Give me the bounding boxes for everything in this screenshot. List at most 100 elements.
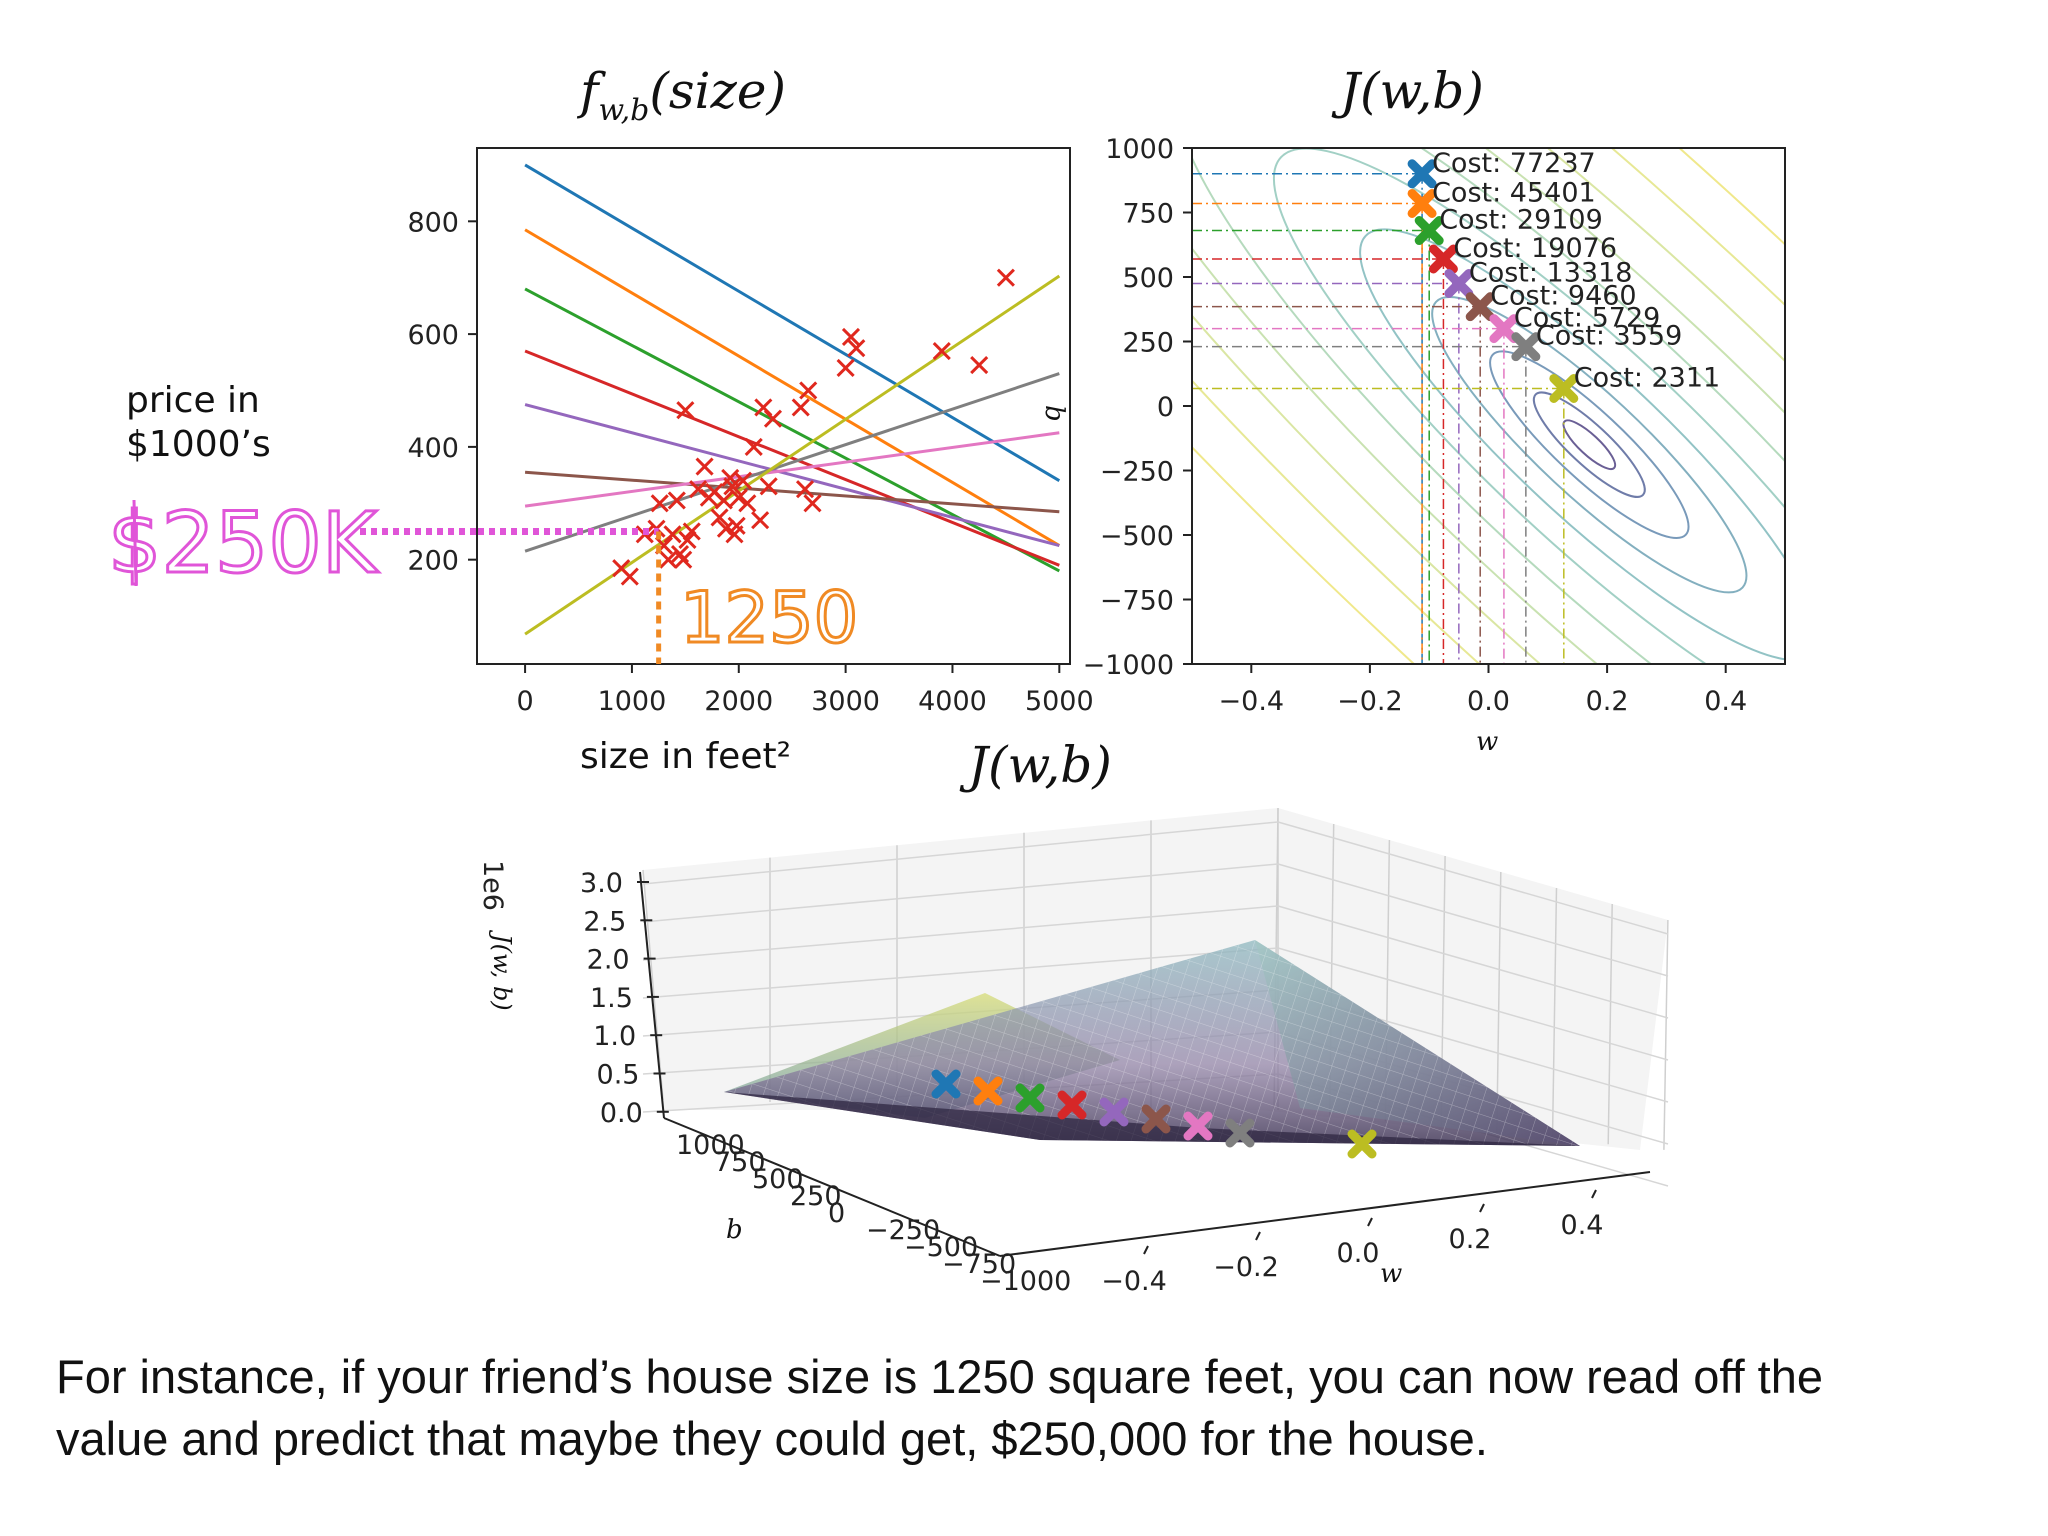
z-tick-label: 3.0 xyxy=(580,868,623,899)
y-tick-label: −500 xyxy=(1100,521,1174,552)
data-point xyxy=(799,381,818,400)
model-line xyxy=(524,163,1061,483)
descent-step-marker xyxy=(1428,244,1458,274)
x-tick-label: 0.4 xyxy=(1704,686,1747,717)
data-point xyxy=(650,494,669,513)
data-point xyxy=(676,401,695,420)
data-point xyxy=(751,511,770,530)
y-tick-label: −1000 xyxy=(1083,650,1174,681)
data-point xyxy=(803,494,822,513)
y-tick-label: 200 xyxy=(407,546,459,577)
z-tick-label: 1.5 xyxy=(590,983,633,1014)
descent-step-marker xyxy=(1549,373,1579,403)
surface-step-marker xyxy=(931,1069,961,1099)
data-point xyxy=(733,471,753,490)
data-point xyxy=(795,480,815,499)
cost-contour xyxy=(1489,350,1690,540)
data-point xyxy=(723,477,742,496)
surface-dark-floor xyxy=(724,1092,1580,1146)
model-line xyxy=(524,470,1060,514)
x-tick-label: 0.0 xyxy=(1467,686,1510,717)
surface-step-marker xyxy=(1183,1111,1213,1141)
cost-label: Cost: 2311 xyxy=(1574,362,1720,393)
cost-contour xyxy=(1192,148,1785,664)
w-tick-label: 0.0 xyxy=(1337,1238,1380,1269)
b-tick-label: 1000 xyxy=(676,1130,745,1161)
surface-step-marker xyxy=(973,1076,1003,1106)
cost-contour xyxy=(1431,296,1748,594)
pane-gridline xyxy=(642,905,1279,961)
surface-title: J(w,b) xyxy=(959,736,1112,794)
cost-contour xyxy=(1359,228,1785,662)
b-tick-label: −750 xyxy=(942,1249,1016,1280)
cost-label: Cost: 13318 xyxy=(1469,257,1633,288)
surface-step-marker xyxy=(1225,1118,1255,1148)
pane-gridline xyxy=(1277,905,1669,1019)
b-tick-label: 500 xyxy=(752,1164,804,1195)
surface-zlabel: J(w, b) xyxy=(488,929,516,1011)
left-plot-area xyxy=(524,163,1061,636)
y-tick-label: 0 xyxy=(1157,392,1174,423)
data-point xyxy=(682,522,701,541)
data-point xyxy=(996,268,1015,287)
data-point xyxy=(674,550,693,569)
z-tick-label: 1.0 xyxy=(593,1021,636,1052)
cost-contour xyxy=(1192,148,1785,664)
w-tick xyxy=(1255,1231,1261,1241)
data-point xyxy=(791,398,810,417)
pane-gridline xyxy=(1663,919,1669,1150)
surface-descent-path xyxy=(931,1069,1377,1159)
data-point xyxy=(663,525,682,544)
cost-contour xyxy=(1272,148,1785,664)
cost-label: Cost: 45401 xyxy=(1432,177,1596,208)
surface-blabel: b xyxy=(726,1215,743,1245)
data-point xyxy=(620,567,639,586)
cost-contour xyxy=(1192,148,1785,664)
w-tick xyxy=(1367,1217,1373,1227)
pane-gridline xyxy=(642,821,1279,885)
descent-step-marker xyxy=(1465,292,1495,322)
model-line xyxy=(524,431,1060,508)
z-tick-label: 2.0 xyxy=(587,945,630,976)
z-tick-label: 0.0 xyxy=(600,1098,643,1129)
left-ylabel-line2: $1000’s xyxy=(126,424,271,465)
data-point xyxy=(847,339,866,358)
caption: For instance, if your friend’s house siz… xyxy=(56,1346,2016,1470)
y-tick-label: 250 xyxy=(1122,328,1174,359)
x-tick-label: 0.2 xyxy=(1586,686,1629,717)
surface-step-marker xyxy=(1057,1090,1087,1120)
surface-step-marker xyxy=(1141,1104,1171,1134)
b-tick-label: 750 xyxy=(714,1147,766,1178)
data-point xyxy=(695,457,714,476)
x-tick-label: 2000 xyxy=(704,686,773,717)
caption-line-2: value and predict that maybe they could … xyxy=(56,1412,1488,1465)
surface-step-marker xyxy=(1347,1129,1377,1159)
y-tick-label: 800 xyxy=(407,207,459,238)
caption-line-1: For instance, if your friend’s house siz… xyxy=(56,1350,1824,1403)
y-tick-label: 500 xyxy=(1122,263,1174,294)
pane-gridline xyxy=(1496,871,1502,1133)
pane-gridline xyxy=(1277,947,1669,1061)
pane-gridline xyxy=(642,863,1279,923)
b-axis xyxy=(663,1117,1001,1257)
surface-step-marker xyxy=(1099,1097,1129,1127)
y-tick-label: 1000 xyxy=(1105,134,1174,165)
data-point xyxy=(714,491,733,510)
left-xlabel: size in feet² xyxy=(580,736,791,777)
cost-label: Cost: 9460 xyxy=(1490,281,1636,312)
cost-contour-chart: J(w,b) −0.4 −0.2 0.0 0.2 0.4 1000 750 500 250 0 −2… xyxy=(1039,62,1786,757)
data-point xyxy=(667,491,686,510)
descent-step-marker xyxy=(1407,188,1437,218)
surface-axis-ticks: 3.02.52.01.51.00.50.010007505002500−250−… xyxy=(580,868,1651,1297)
cost-label: Cost: 5729 xyxy=(1514,303,1660,334)
model-line xyxy=(524,287,1061,573)
cost-label: Cost: 3559 xyxy=(1536,321,1682,352)
b-tick-label: −250 xyxy=(866,1215,940,1246)
cost-contour xyxy=(1192,148,1785,664)
size-annotation-label: 1250 xyxy=(680,577,858,659)
surface-wlabel: w xyxy=(1380,1259,1402,1289)
left-axis-ticks: 0 1000 2000 3000 4000 5000 200 400 600 800 xyxy=(407,207,1093,717)
data-point xyxy=(659,550,678,569)
surface-zscale: 1e6 xyxy=(477,860,508,911)
